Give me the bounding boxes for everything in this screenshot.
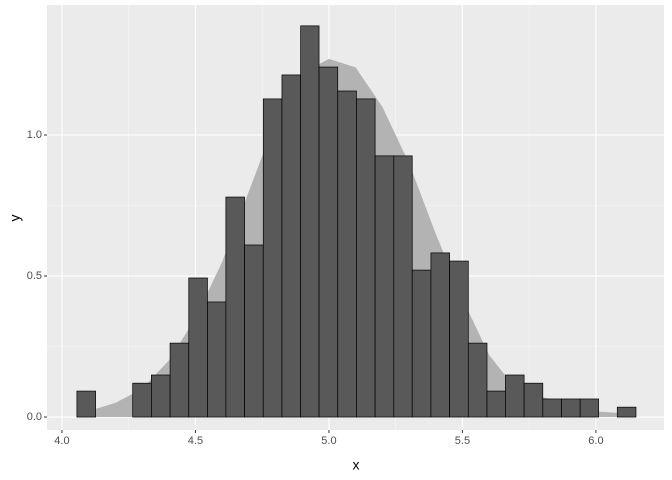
bar	[542, 398, 562, 418]
bar	[486, 390, 506, 418]
bar	[225, 196, 245, 418]
bar	[207, 301, 227, 418]
bar	[561, 398, 581, 418]
x-tick-label: 5.0	[321, 435, 336, 447]
x-tick-label: 5.5	[455, 435, 470, 447]
y-tick-label: 0.5	[27, 270, 42, 282]
x-tick-label: 4.5	[188, 435, 203, 447]
bar	[151, 374, 171, 418]
bar	[188, 277, 208, 418]
bar	[616, 406, 637, 418]
marks	[76, 25, 637, 418]
bar	[244, 244, 264, 418]
bar	[579, 398, 599, 418]
bar	[523, 382, 544, 418]
x-tick-label: 6.0	[588, 435, 603, 447]
bar	[281, 74, 301, 418]
x-tick-label: 4.0	[54, 435, 69, 447]
bar	[393, 155, 413, 418]
bar	[262, 98, 283, 418]
y-tick-label: 0.0	[27, 411, 42, 423]
bar	[318, 66, 339, 418]
bar	[337, 90, 357, 418]
bar	[411, 269, 432, 418]
y-tick-label: 1.0	[27, 129, 42, 141]
bar	[430, 252, 450, 418]
y-axis-title: y	[7, 215, 23, 222]
bar	[467, 342, 488, 418]
bar	[374, 155, 395, 418]
bar	[356, 98, 376, 418]
bar	[132, 382, 152, 418]
bar	[449, 260, 469, 418]
bar	[76, 390, 96, 418]
bar	[300, 25, 320, 418]
x-axis-title: x	[353, 457, 360, 473]
bar	[169, 342, 190, 418]
bar	[505, 374, 525, 418]
